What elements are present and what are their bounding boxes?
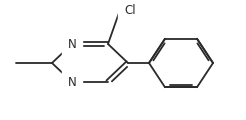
Text: N: N <box>68 75 76 89</box>
Text: Cl: Cl <box>124 3 136 17</box>
Text: N: N <box>68 37 76 51</box>
